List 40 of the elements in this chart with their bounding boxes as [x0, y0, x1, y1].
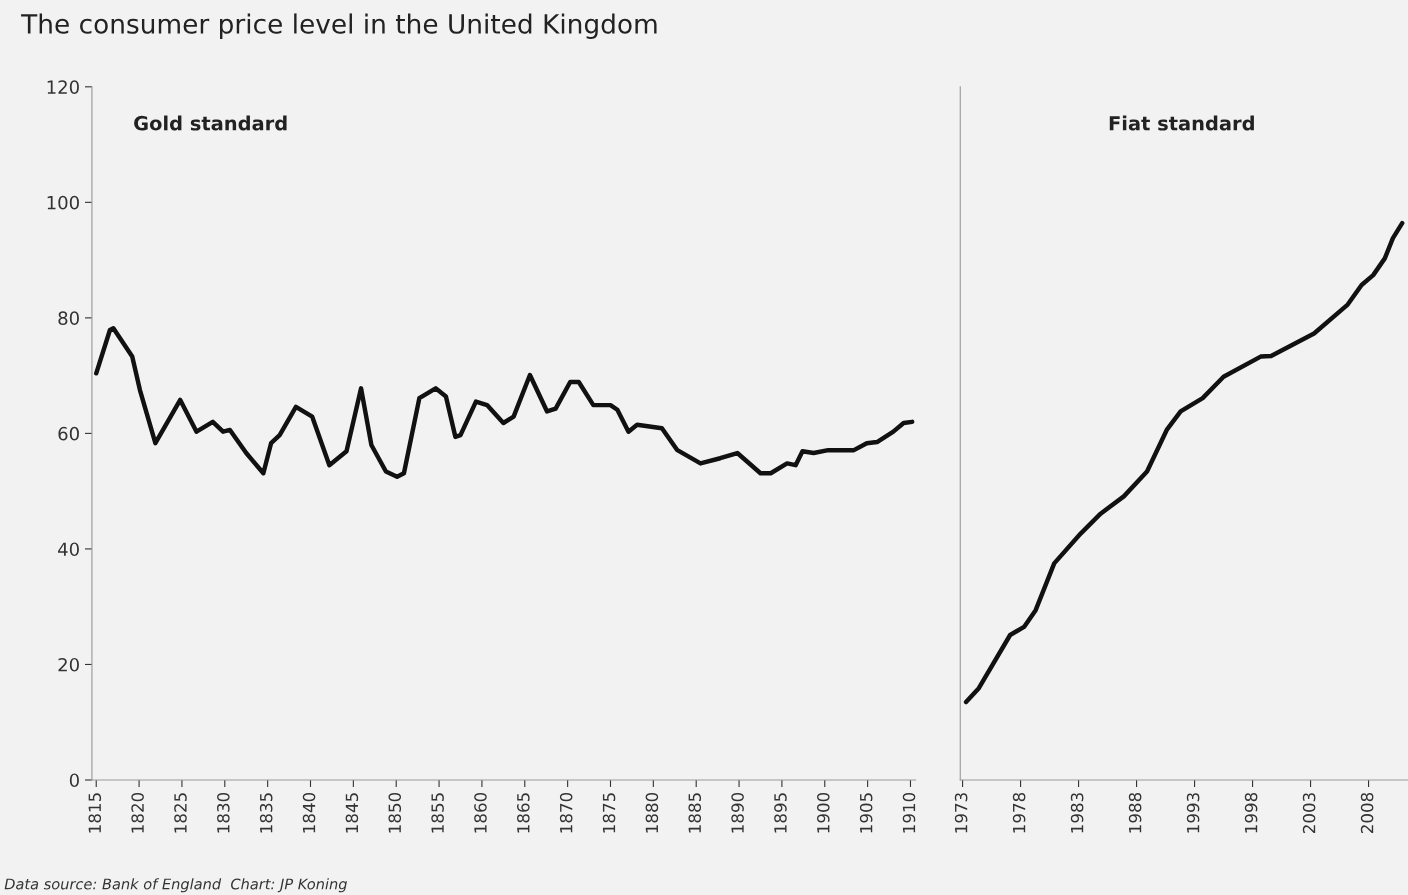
- x-tick-label: 1993: [1186, 793, 1200, 833]
- x-tick-label: 1885: [688, 793, 702, 833]
- annotation: Fiat standard: [1109, 115, 1254, 131]
- x-tick-label: 1830: [217, 792, 230, 833]
- y-tick-label: 80: [58, 311, 79, 325]
- x-tick-label: 1983: [1070, 793, 1084, 833]
- x-tick-label: 1845: [345, 793, 359, 833]
- x-tick-label: 1870: [559, 792, 573, 833]
- x-tick-label: 1815: [88, 793, 102, 833]
- source-note: Data source: Bank of England Chart: JP Koning: [4, 878, 347, 893]
- x-tick-label: 1865: [517, 793, 530, 833]
- x-tick-label: 1895: [774, 793, 787, 833]
- x-tick-label: 2008: [1360, 792, 1374, 833]
- x-tick-label: 1988: [1128, 792, 1142, 833]
- line-series: [94, 326, 915, 479]
- x-tick-label: 1910: [902, 792, 916, 833]
- x-tick-label: 1978: [1012, 792, 1026, 833]
- x-tick-label: 1905: [859, 793, 873, 833]
- x-tick-label: 1998: [1244, 792, 1258, 833]
- x-tick-label: 1825: [174, 793, 187, 833]
- x-tick-label: 1890: [731, 792, 744, 833]
- x-tick-label: 1820: [131, 792, 144, 833]
- x-tick-label: 1875: [602, 793, 616, 833]
- x-tick-label: 1900: [817, 792, 830, 833]
- x-tick-label: 1855: [431, 793, 444, 833]
- x-tick-label: 1973: [954, 793, 968, 833]
- annotation: Gold standard: [134, 115, 287, 131]
- y-tick-label: 60: [58, 426, 79, 441]
- x-tick-label: 1835: [259, 793, 273, 833]
- x-tick-label: 1840: [302, 792, 316, 833]
- x-tick-label: 1860: [474, 792, 487, 833]
- chart-title: The consumer price level in the United Kingdom: [21, 13, 657, 39]
- y-tick-label: 40: [58, 542, 79, 557]
- y-tick-label: 20: [58, 657, 79, 672]
- x-tick-label: 1850: [388, 792, 402, 833]
- x-tick-label: 2003: [1302, 793, 1316, 833]
- y-tick-label: 120: [47, 80, 79, 94]
- y-tick-label: 100: [47, 195, 79, 210]
- y-tick-label: 0: [69, 773, 79, 788]
- x-tick-label: 1880: [645, 792, 659, 833]
